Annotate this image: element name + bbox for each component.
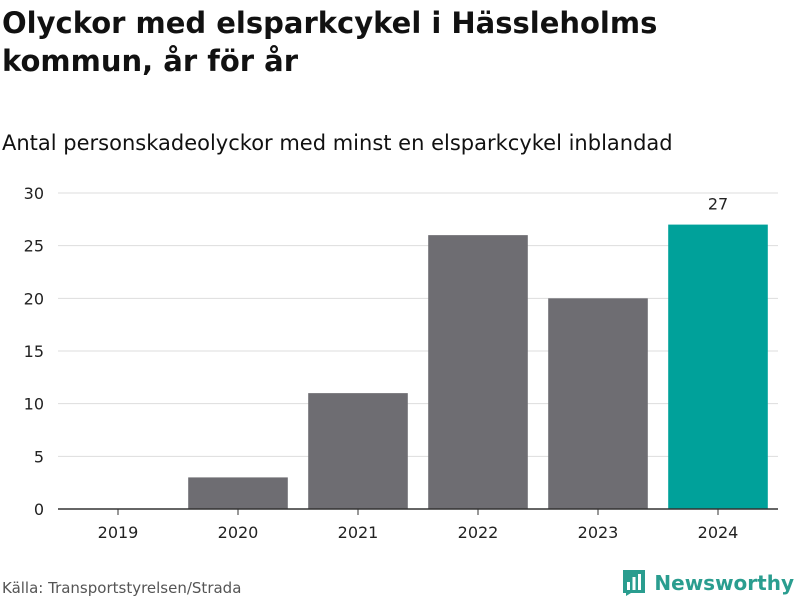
x-tick-label: 2024	[698, 523, 739, 542]
y-tick-label: 20	[24, 289, 44, 308]
y-tick-label: 25	[24, 237, 44, 256]
chart-subtitle: Antal personskadeolyckor med minst en el…	[2, 131, 673, 155]
brand: Newsworthy	[622, 569, 794, 597]
source-note: Källa: Transportstyrelsen/Strada	[2, 579, 242, 597]
bar-2024	[668, 224, 768, 509]
data-label: 27	[708, 195, 728, 214]
x-tick-label: 2020	[218, 523, 259, 542]
x-tick-label: 2021	[338, 523, 379, 542]
y-tick-label: 0	[34, 500, 44, 519]
bar-2021	[308, 393, 408, 509]
bar-2023	[548, 298, 648, 509]
x-axis-ticks: 2019 2020 2021 2022 2023 2024	[98, 509, 739, 542]
brand-name: Newsworthy	[654, 571, 794, 595]
data-labels: 27	[708, 195, 728, 214]
chart-title: Olyckor med elsparkcykel i Hässleholms k…	[2, 6, 658, 78]
bar-chart: 0 5 10 15 20 25 30 2019 2020 2021 2022 2023 2024 27	[24, 184, 778, 542]
y-tick-label: 30	[24, 184, 44, 203]
bar-2020	[188, 477, 288, 509]
y-tick-label: 15	[24, 342, 44, 361]
y-tick-label: 5	[34, 447, 44, 466]
bar-chart-logo-icon	[623, 570, 646, 596]
x-tick-label: 2022	[458, 523, 499, 542]
gridlines	[58, 192, 778, 457]
y-axis-ticks: 0 5 10 15 20 25 30	[24, 184, 44, 519]
x-tick-label: 2019	[98, 523, 139, 542]
y-tick-label: 10	[24, 395, 44, 414]
bar-2022	[428, 235, 528, 509]
bars	[188, 224, 768, 509]
x-tick-label: 2023	[578, 523, 619, 542]
